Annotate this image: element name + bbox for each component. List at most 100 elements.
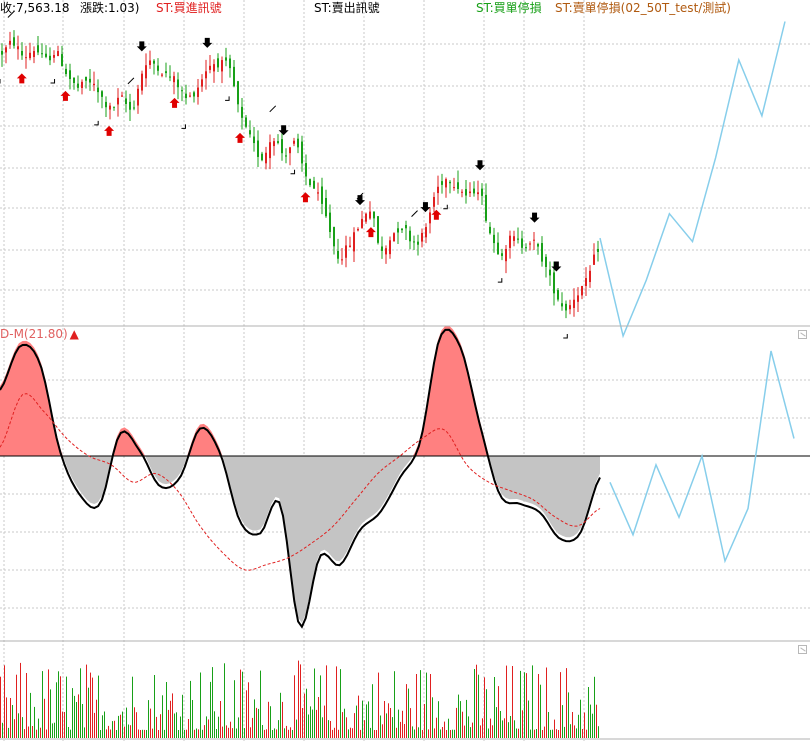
candle-body [29,53,31,58]
candle-body [425,227,427,237]
volume-bar [304,694,305,738]
volume-bar [336,666,337,738]
volume-bar [530,730,531,738]
volume-bar [324,706,325,738]
volume-bar [524,672,525,738]
candle-body [217,58,219,67]
volume-bar [184,730,185,738]
volume-bar [588,687,589,738]
volume-bar [48,669,49,738]
volume-bar [142,730,143,738]
candle-body [573,300,575,308]
volume-bar [130,725,131,738]
pane-maximize-icon[interactable] [798,645,807,654]
volume-bar [8,728,9,738]
volume-bar [110,730,111,739]
volume-bar [498,686,499,738]
candle-body [81,82,83,88]
candle-body [49,56,51,60]
candle-body [105,102,107,107]
volume-bar [136,712,137,738]
candle-body [97,88,99,92]
oscillator-value-label: D-M(21.80) [0,327,68,341]
volume-bar [230,722,231,738]
candle-body [153,61,155,64]
volume-bar [238,717,239,738]
volume-bar [84,727,85,738]
volume-bar [296,720,297,738]
volume-panel [0,661,599,738]
volume-bar [536,729,537,738]
candle-body [589,271,591,282]
volume-bar [594,677,595,738]
candle-body [233,67,235,86]
volume-bar [264,730,265,738]
volume-bar [112,721,113,738]
candle-body [309,179,311,185]
volume-bar [96,700,97,738]
volume-bar [506,666,507,738]
volume-bar [50,689,51,738]
candle-body [9,41,11,45]
volume-bar [338,730,339,738]
volume-bar [286,726,287,738]
volume-bar [328,720,329,738]
candle-body [113,107,115,108]
volume-bar [248,682,249,738]
buy-arrow-icon [170,98,180,108]
volume-bar [552,730,553,738]
volume-bar [434,728,435,738]
volume-bar [288,730,289,738]
volume-bar [10,698,11,738]
volume-bar [176,712,177,738]
volume-bar [526,673,527,738]
volume-bar [162,695,163,738]
volume-bar [426,673,427,738]
volume-bar [138,730,139,739]
volume-bar [120,715,121,738]
volume-bar [392,717,393,738]
candle-body [329,213,331,232]
volume-bar [564,727,565,738]
volume-bar [476,665,477,738]
volume-bar [182,695,183,738]
candle-body [537,244,539,247]
volume-bar [278,720,279,738]
volume-bar [320,675,321,738]
candle-body [133,107,135,108]
candle-body [357,229,359,230]
volume-bar [514,720,515,738]
volume-bar [430,674,431,738]
volume-bar [488,729,489,739]
volume-bar [580,700,581,738]
buy-stop-mark [270,106,276,112]
candle-body [245,118,247,127]
candle-body [57,51,59,56]
volume-bar [204,725,205,738]
volume-bar [246,690,247,738]
volume-bar [222,727,223,738]
sell-stop-mark [291,170,295,174]
volume-bar [150,709,151,738]
candle-body [53,55,55,58]
volume-bar [322,717,323,738]
sell-arrow-icon [420,202,430,212]
pane-maximize-icon[interactable] [798,330,807,339]
candle-body [145,65,147,78]
volume-bar [478,675,479,738]
volume-bar [206,716,207,738]
candle-body [481,189,483,196]
volume-bar [14,719,15,738]
candle-body [473,189,475,194]
candle-body [401,229,403,230]
candle-body [37,45,39,52]
volume-bar [410,708,411,738]
volume-bar [420,670,421,738]
volume-bar [116,730,117,738]
volume-bar [152,729,153,738]
candle-body [13,37,15,45]
candle-body [77,84,79,88]
volume-bar [516,729,517,739]
